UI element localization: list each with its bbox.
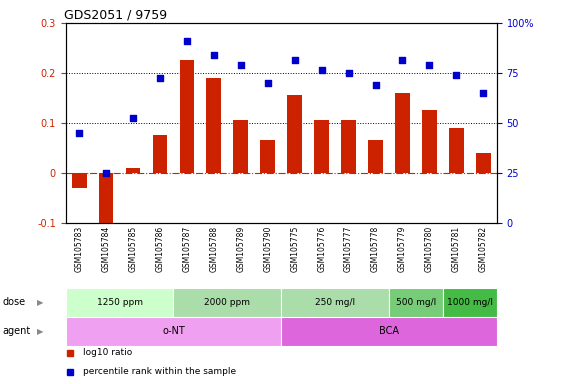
- Point: [452, 73, 461, 79]
- Text: GSM105776: GSM105776: [317, 226, 326, 272]
- Point: [210, 53, 219, 59]
- Text: GSM105786: GSM105786: [155, 226, 164, 272]
- Bar: [66, 288, 174, 317]
- Text: BCA: BCA: [379, 326, 399, 336]
- Point: [236, 62, 246, 68]
- Bar: [395, 93, 410, 173]
- Bar: [281, 288, 389, 317]
- Bar: [443, 288, 497, 317]
- Text: GSM105784: GSM105784: [102, 226, 111, 272]
- Bar: [174, 288, 281, 317]
- Text: o-NT: o-NT: [162, 326, 185, 336]
- Bar: [476, 153, 490, 173]
- Text: GSM105789: GSM105789: [236, 226, 246, 272]
- Text: ▶: ▶: [37, 327, 43, 336]
- Bar: [99, 173, 114, 230]
- Point: [128, 115, 138, 121]
- Text: 1000 mg/l: 1000 mg/l: [447, 298, 493, 307]
- Point: [155, 75, 164, 81]
- Point: [182, 38, 191, 44]
- Point: [263, 80, 272, 86]
- Bar: [389, 288, 443, 317]
- Text: agent: agent: [3, 326, 31, 336]
- Point: [425, 62, 434, 68]
- Point: [102, 170, 111, 176]
- Text: GSM105779: GSM105779: [398, 226, 407, 272]
- Text: 2000 ppm: 2000 ppm: [204, 298, 250, 307]
- Bar: [126, 168, 140, 173]
- Text: percentile rank within the sample: percentile rank within the sample: [83, 367, 236, 376]
- Text: GSM105788: GSM105788: [210, 226, 218, 272]
- Text: GSM105783: GSM105783: [75, 226, 83, 272]
- Text: GSM105778: GSM105778: [371, 226, 380, 272]
- Bar: [368, 141, 383, 173]
- Text: GSM105780: GSM105780: [425, 226, 434, 272]
- Bar: [207, 78, 222, 173]
- Text: 1250 ppm: 1250 ppm: [96, 298, 143, 307]
- Text: 500 mg/l: 500 mg/l: [396, 298, 436, 307]
- Point: [371, 83, 380, 89]
- Text: dose: dose: [3, 297, 26, 308]
- Bar: [281, 317, 497, 346]
- Bar: [422, 111, 437, 173]
- Bar: [152, 136, 167, 173]
- Bar: [234, 121, 248, 173]
- Point: [398, 58, 407, 64]
- Text: GSM105787: GSM105787: [182, 226, 191, 272]
- Text: 250 mg/l: 250 mg/l: [315, 298, 355, 307]
- Text: GSM105782: GSM105782: [479, 226, 488, 272]
- Bar: [287, 96, 302, 173]
- Point: [478, 90, 488, 96]
- Bar: [72, 173, 87, 188]
- Point: [75, 130, 84, 136]
- Bar: [341, 121, 356, 173]
- Text: log10 ratio: log10 ratio: [83, 348, 132, 357]
- Bar: [179, 61, 194, 173]
- Bar: [449, 128, 464, 173]
- Text: GSM105790: GSM105790: [263, 226, 272, 272]
- Text: GSM105777: GSM105777: [344, 226, 353, 272]
- Text: GSM105781: GSM105781: [452, 226, 461, 272]
- Text: ▶: ▶: [37, 298, 43, 307]
- Bar: [66, 317, 281, 346]
- Point: [290, 58, 299, 64]
- Point: [344, 70, 353, 76]
- Point: [317, 68, 326, 74]
- Text: GSM105785: GSM105785: [128, 226, 138, 272]
- Bar: [260, 141, 275, 173]
- Bar: [314, 121, 329, 173]
- Text: GDS2051 / 9759: GDS2051 / 9759: [63, 9, 167, 22]
- Text: GSM105775: GSM105775: [290, 226, 299, 272]
